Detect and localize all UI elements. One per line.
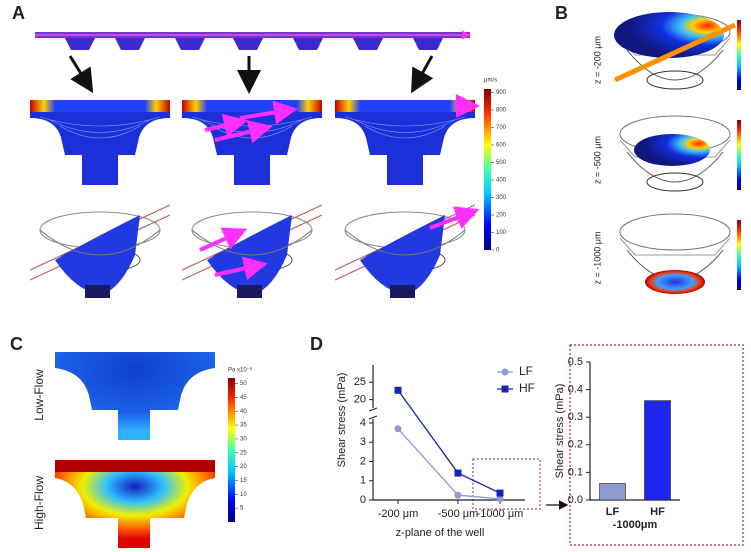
y-axis-label: Shear stress (mPa) <box>336 373 348 468</box>
well-section <box>30 100 170 185</box>
colorbar-unit: μm/s <box>484 78 497 84</box>
colorbar-tick-label: 0 <box>496 248 500 254</box>
y-axis-label: Shear stress (mPa) <box>554 384 566 479</box>
x-tick-label: LF <box>606 506 620 518</box>
colorbar-tick-label: 5 <box>240 506 244 512</box>
colorbar-tick-label: 15 <box>240 478 247 484</box>
bar <box>644 400 671 501</box>
y-tick-label: 0.5 <box>568 356 583 368</box>
colorbar-tick-label: 800 <box>496 108 507 114</box>
colorbar <box>228 378 235 522</box>
y-tick-label: 0.4 <box>568 384 583 396</box>
x-tick-label: -200 μm <box>378 508 419 520</box>
row-label: High-Flow <box>32 476 46 530</box>
y-tick-label: 20 <box>354 394 366 406</box>
marker <box>454 469 462 477</box>
series-line <box>397 389 501 494</box>
legend-label: LF <box>519 364 533 378</box>
plane-label: z = -500 μm <box>592 136 602 184</box>
colorbar-tick-label: 35 <box>240 423 247 429</box>
colorbar-tick-label: 200 <box>496 213 507 219</box>
marker <box>454 491 462 499</box>
y-tick-label: 0.1 <box>568 466 583 478</box>
colorbar-tick-label: 900 <box>496 90 507 96</box>
flow-arrows <box>204 94 480 144</box>
colorbar-tick-label: 500 <box>496 160 507 166</box>
y-tick-label: 3 <box>360 436 366 448</box>
colorbar-tick-label: 10 <box>240 492 247 498</box>
x-tick-label: -500 μm <box>438 508 479 520</box>
legend-marker <box>501 368 509 376</box>
y-tick-label: 0.3 <box>568 411 583 423</box>
flow-arrows <box>199 206 480 281</box>
x-tick-label: HF <box>650 506 665 518</box>
channel <box>613 22 737 83</box>
colorbar-tick-label: 100 <box>496 230 507 236</box>
x-axis-label: -1000μm <box>613 519 658 531</box>
arrows <box>68 55 434 94</box>
row-label: Low-Flow <box>32 369 46 421</box>
colorbar-unit: Pa x10⁻⁶ <box>228 367 253 374</box>
marker <box>496 495 504 503</box>
well-3d <box>30 204 170 299</box>
colorbar <box>737 220 741 290</box>
colorbar-tick-label: 50 <box>240 381 247 387</box>
colorbar <box>484 89 491 250</box>
y-tick-label: 2 <box>360 455 366 467</box>
marker <box>394 425 402 433</box>
panel-label: D <box>310 334 323 354</box>
colorbar-tick-label: 45 <box>240 395 247 401</box>
colorbar-tick-label: 40 <box>240 409 247 415</box>
panel-label: A <box>12 3 25 23</box>
stress-plane <box>634 134 710 166</box>
colorbar-tick-label: 25 <box>240 450 247 456</box>
plane-label: z = -1000 μm <box>592 232 602 285</box>
legend-label: HF <box>519 381 535 395</box>
low-flow-map <box>55 352 215 440</box>
panel-label: B <box>555 3 568 23</box>
channel-overview <box>35 30 471 50</box>
well-section <box>182 100 322 185</box>
y-tick-label: 0 <box>360 494 366 506</box>
colorbar <box>737 120 741 190</box>
zoom-panel <box>569 344 744 546</box>
y-tick-label: 4 <box>360 417 366 429</box>
high-flow-channel <box>55 460 215 472</box>
colorbar-tick-label: 30 <box>240 437 247 443</box>
panel-label: C <box>10 334 23 354</box>
plane-label: z = -200 μm <box>592 36 602 84</box>
y-tick-label: 0.0 <box>568 494 583 506</box>
colorbar-tick-label: 20 <box>240 464 247 470</box>
legend-marker <box>501 385 509 393</box>
stress-plane <box>645 270 705 294</box>
stress-plane <box>614 12 724 58</box>
y-tick-label: 0.2 <box>568 439 583 451</box>
series-line <box>397 428 501 500</box>
marker <box>496 489 504 497</box>
colorbar-tick-label: 600 <box>496 143 507 149</box>
colorbar-tick-label: 700 <box>496 125 507 131</box>
bar <box>599 483 626 501</box>
well-3d <box>182 204 322 299</box>
high-flow-map <box>55 460 215 548</box>
x-tick-label: -1000 μm <box>477 508 524 520</box>
x-axis-label: z-plane of the well <box>396 527 485 539</box>
colorbar-tick-label: 400 <box>496 178 507 184</box>
well-section <box>335 100 475 185</box>
y-tick-label: 1 <box>360 475 366 487</box>
y-tick-label: 25 <box>354 376 366 388</box>
colorbar <box>737 20 741 90</box>
colorbar-tick-label: 300 <box>496 195 507 201</box>
zoom-box <box>472 458 541 510</box>
marker <box>394 386 402 394</box>
axis-break <box>368 407 378 420</box>
